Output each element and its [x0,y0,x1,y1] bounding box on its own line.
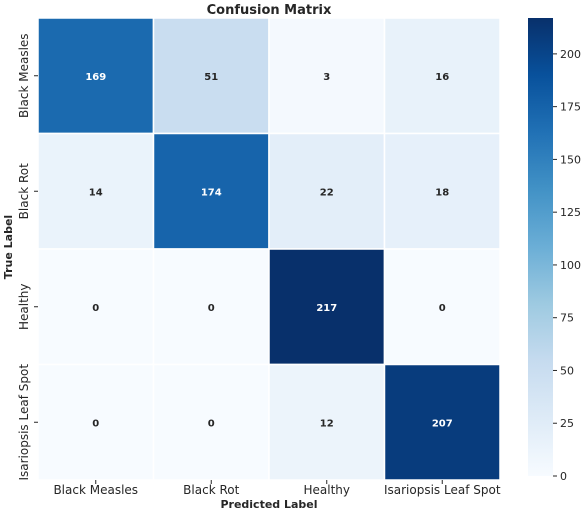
heatmap-cell [268,17,386,135]
heatmap-grid: 169 51 3 16 14 174 22 18 0 0 217 0 0 0 12 207 [37,17,501,481]
y-tick-label: Black Measles [17,33,31,118]
cell-value-label: 0 [439,303,446,314]
heatmap-cell [37,132,155,250]
cell-value-label: 0 [92,303,99,314]
chart-title: Confusion Matrix [207,3,332,18]
x-tick-label: Healthy [303,483,350,497]
cell-value-label: 0 [208,303,215,314]
x-tick-label: Black Rot [183,483,239,497]
colorbar-tick-label: 125 [560,206,581,219]
colorbar-tick-label: 200 [560,48,581,61]
colorbar-tick-label: 175 [560,101,581,114]
y-axis-label: True Label [2,215,15,279]
heatmap-cell [152,248,270,366]
heatmap-cell [37,363,155,481]
cell-value-label: 207 [432,418,453,429]
y-axis-ticks: Black Measles Black Rot Healthy Isariopsis … [17,33,38,481]
x-axis-label: Predicted Label [220,498,317,511]
y-tick-label: Black Rot [17,163,31,219]
y-tick-label: Healthy [17,283,31,330]
x-axis-ticks: Black Measles Black Rot Healthy Isariopsis … [53,480,501,497]
cell-value-label: 12 [320,418,334,429]
cell-value-label: 51 [204,72,218,83]
heatmap-cell [37,17,155,135]
x-tick-label: Isariopsis Leaf Spot [384,483,501,497]
colorbar-gradient [528,18,553,476]
colorbar-tick-label: 25 [560,417,574,430]
y-tick-label: Isariopsis Leaf Spot [17,364,31,481]
cell-value-label: 169 [85,72,106,83]
cell-value-label: 18 [435,187,449,198]
heatmap-cell [152,17,270,135]
heatmap-cell [383,17,501,135]
heatmap-cell [383,248,501,366]
cell-value-label: 3 [323,72,330,83]
x-tick-label: Black Measles [53,483,138,497]
colorbar-tick-label: 75 [560,312,574,325]
cell-value-label: 0 [208,418,215,429]
heatmap-cell [383,132,501,250]
cell-value-label: 22 [320,187,334,198]
heatmap-cell [383,363,501,481]
heatmap-cell [152,132,270,250]
colorbar: 0 25 50 75 100 125 150 175 200 [528,18,581,483]
colorbar-tick-label: 100 [560,259,581,272]
cell-value-label: 14 [89,187,103,198]
cell-value-label: 217 [316,303,337,314]
cell-value-label: 16 [435,72,449,83]
colorbar-tick-label: 150 [560,153,581,166]
colorbar-tick-label: 50 [560,364,574,377]
cell-value-label: 0 [92,418,99,429]
cell-value-label: 174 [201,187,222,198]
heatmap-cell [152,363,270,481]
colorbar-tick-label: 0 [560,470,567,483]
